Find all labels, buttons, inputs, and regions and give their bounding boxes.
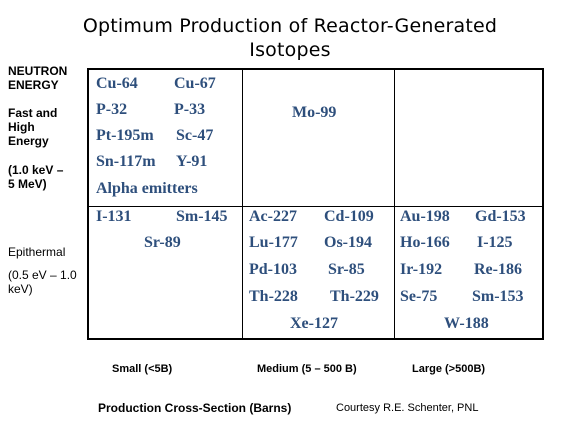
isotope-sc47: Sc-47 [176,127,214,144]
isotope-xe127: Xe-127 [290,315,338,332]
diagram-title: Optimum Production of Reactor-Generated … [40,14,540,62]
isotope-th229: Th-229 [330,288,379,305]
isotope-cu64: Cu-64 [96,75,138,92]
courtesy-credit: Courtesy R.E. Schenter, PNL [336,402,479,414]
isotope-y91: Y-91 [176,153,208,170]
isotope-sr85: Sr-85 [328,261,365,278]
isotope-os194: Os-194 [324,234,372,251]
isotope-p32: P-32 [96,101,128,118]
isotope-sn117m: Sn-117m [96,153,156,170]
grid-divider-vertical-1 [242,70,243,338]
grid-divider-vertical-2 [394,70,395,338]
grid-divider-horizontal [89,206,542,207]
isotope-mo99: Mo-99 [292,104,337,121]
isotope-w188: W-188 [444,315,489,332]
isotope-lu177: Lu-177 [249,234,298,251]
alpha-emitters: Alpha emitters [96,180,198,197]
isotope-ho166: Ho-166 [400,234,450,251]
isotope-gd153: Gd-153 [475,208,526,225]
isotope-sm153: Sm-153 [472,288,524,305]
isotope-au198: Au-198 [400,208,450,225]
isotope-grid [87,68,544,340]
isotope-ac227: Ac-227 [249,208,297,225]
cross-section-large: Large (>500B) [412,363,486,375]
isotope-i131: I-131 [96,208,132,225]
isotope-re186: Re-186 [474,261,522,278]
isotope-ir192: Ir-192 [400,261,443,278]
isotope-th228: Th-228 [249,288,298,305]
isotope-pt195m: Pt-195m [96,127,154,144]
epithermal-label: Epithermal [8,245,66,259]
cross-section-axis-title: Production Cross-Section (Barns) [98,401,292,415]
isotope-se75: Se-75 [400,288,438,305]
title-line-2: Isotopes [249,39,331,61]
title-line-1: Optimum Production of Reactor-Generated [82,15,498,37]
isotope-i125: I-125 [477,234,513,251]
cross-section-small: Small (<5B) [112,363,173,375]
epithermal-range: (0.5 eV – 1.0 keV) [8,268,77,296]
isotope-sm145: Sm-145 [176,208,228,225]
isotope-p33: P-33 [174,101,206,118]
cross-section-medium: Medium (5 – 500 B) [257,363,357,375]
fast-energy-label: Fast and High Energy [8,106,58,148]
fast-energy-range: (1.0 keV – 5 MeV) [8,163,64,191]
isotope-pd103: Pd-103 [249,261,297,278]
neutron-energy-heading: NEUTRON ENERGY [8,64,68,92]
isotope-cu67: Cu-67 [174,75,216,92]
isotope-cd109: Cd-109 [324,208,374,225]
isotope-sr89: Sr-89 [144,234,181,251]
